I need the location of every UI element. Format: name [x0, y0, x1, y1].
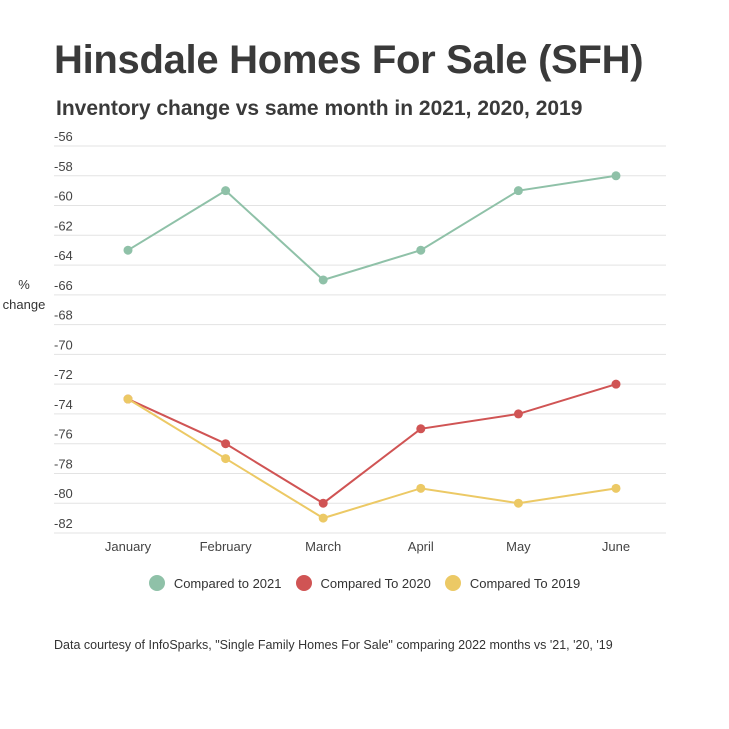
- y-axis-label-line-1: %: [18, 277, 30, 292]
- chart-title: Hinsdale Homes For Sale (SFH): [54, 38, 644, 82]
- legend-label-2021: Compared to 2021: [173, 575, 282, 591]
- y-tick-label: -62: [54, 218, 73, 233]
- y-tick-label: -82: [54, 516, 73, 531]
- x-tick-label: February: [200, 539, 253, 554]
- series-line-2: [127, 398, 617, 520]
- data-point: [513, 409, 523, 419]
- source-footnote: Data courtesy of InfoSparks, "Single Fam…: [54, 638, 613, 652]
- x-tick-label: May: [506, 539, 531, 554]
- data-point: [221, 454, 231, 464]
- legend-marker-2021: [148, 575, 165, 591]
- legend-item-2021[interactable]: Compared to 2021: [148, 575, 282, 591]
- legend-item-2019[interactable]: Compared To 2019: [444, 575, 581, 591]
- x-tick-label: April: [408, 539, 434, 554]
- data-point: [416, 483, 426, 493]
- x-tick-label: June: [602, 539, 630, 554]
- y-axis-label-line-2: change: [2, 297, 46, 312]
- legend-marker-2020: [295, 575, 312, 591]
- data-point: [416, 245, 426, 255]
- y-tick-label: -64: [54, 248, 73, 263]
- legend-label-2019: Compared To 2019: [469, 575, 581, 591]
- y-tick-label: -80: [54, 486, 73, 501]
- y-tick-label: -72: [54, 367, 73, 382]
- data-point: [221, 439, 231, 449]
- legend-item-2020[interactable]: Compared To 2020: [295, 575, 431, 591]
- x-tick-label: January: [105, 539, 152, 554]
- y-tick-label: -74: [54, 397, 73, 412]
- legend: Compared to 2021 Compared To 2020 Compar…: [0, 575, 729, 591]
- data-point: [318, 498, 328, 508]
- series-line-0: [127, 174, 617, 282]
- y-tick-label: -60: [54, 189, 73, 204]
- chart-subtitle: Inventory change vs same month in 2021, …: [56, 97, 583, 120]
- data-point: [611, 379, 621, 389]
- data-point: [513, 186, 523, 196]
- data-point: [318, 275, 328, 285]
- y-tick-label: -78: [54, 456, 73, 471]
- data-point: [416, 424, 426, 434]
- data-point: [123, 394, 133, 404]
- x-tick-label: March: [305, 539, 341, 554]
- y-tick-label: -66: [54, 278, 73, 293]
- y-tick-label: -56: [54, 129, 73, 144]
- data-point: [611, 483, 621, 493]
- legend-marker-2019: [444, 575, 461, 591]
- data-point: [611, 171, 621, 181]
- y-tick-label: -58: [54, 159, 73, 174]
- legend-label-2020: Compared To 2020: [320, 575, 431, 591]
- data-point: [221, 186, 231, 196]
- y-tick-label: -76: [54, 427, 73, 442]
- y-axis-label: % change: [0, 275, 48, 315]
- data-point: [513, 498, 523, 508]
- data-point: [318, 513, 328, 523]
- series-line-1: [127, 383, 617, 505]
- y-tick-label: -70: [54, 337, 73, 352]
- y-tick-label: -68: [54, 308, 73, 323]
- data-point: [123, 245, 133, 255]
